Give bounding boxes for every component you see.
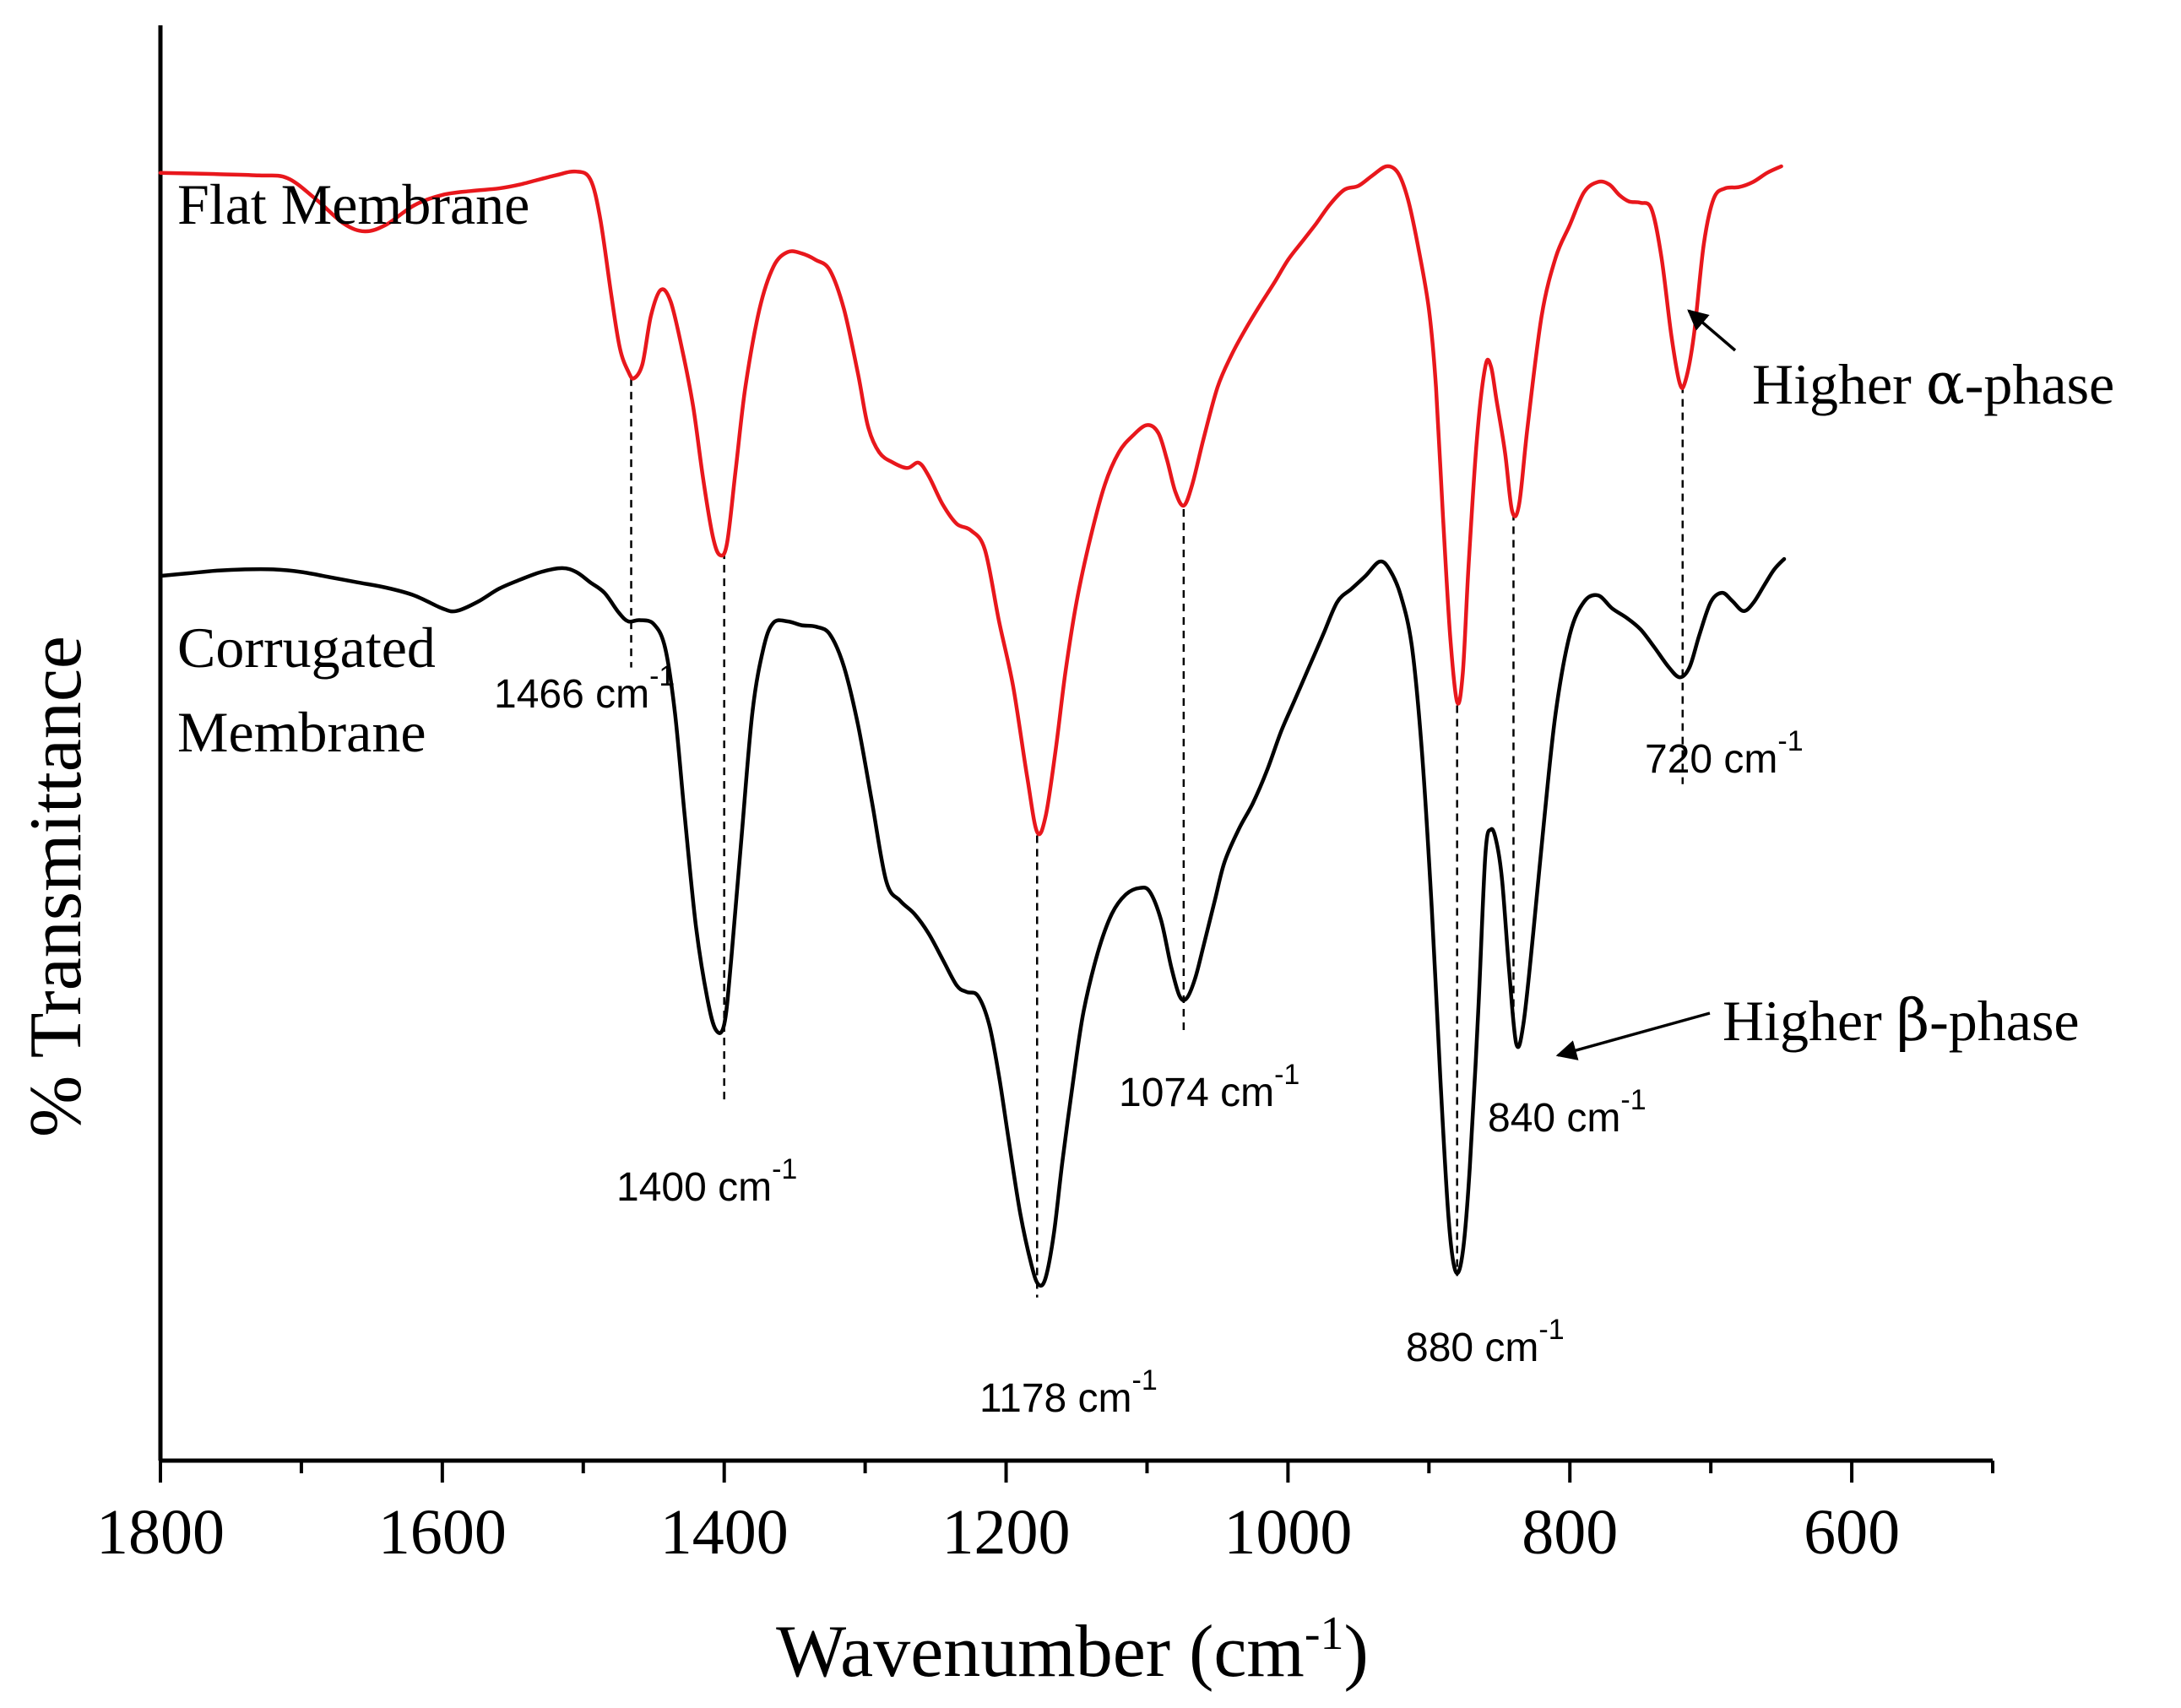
x-tick-label: 1400 — [660, 1497, 789, 1568]
peak-label: 1400 cm-1 — [616, 1153, 797, 1210]
peak-label: 880 cm-1 — [1406, 1314, 1565, 1370]
peak-label: 1178 cm-1 — [979, 1364, 1158, 1421]
peak-label: 720 cm-1 — [1645, 725, 1804, 782]
peak-label: 840 cm-1 — [1488, 1084, 1647, 1141]
x-tick-label: 1600 — [378, 1497, 507, 1568]
peak-label: 1466 cm-1 — [494, 660, 675, 717]
x-tick-label: 1800 — [96, 1497, 225, 1568]
alpha-phase-arrow — [1687, 309, 1737, 352]
x-tick-label: 600 — [1804, 1497, 1900, 1568]
x-tick-label: 1000 — [1223, 1497, 1352, 1568]
y-axis-title: % Transmittance — [15, 636, 97, 1137]
corrugated-membrane-line — [158, 556, 1787, 1288]
flat-membrane-label: Flat Membrane — [177, 172, 529, 236]
x-axis-title: Wavenumber (cm-1) — [776, 1608, 1369, 1693]
phase-annotations: Higher α-phase Higher β-phase — [1555, 309, 2114, 1060]
corrugated-membrane-label: Corrugated Membrane — [177, 615, 436, 764]
beta-phase-arrow — [1555, 1011, 1711, 1060]
spectra — [158, 164, 1787, 1288]
x-tick-label: 1200 — [942, 1497, 1071, 1568]
higher-beta-phase-label: Higher β-phase — [1723, 988, 2080, 1055]
peak-label: 1074 cm-1 — [1119, 1059, 1299, 1115]
x-tick-label: 800 — [1522, 1497, 1618, 1568]
series-labels: Flat Membrane Corrugated Membrane — [177, 172, 529, 764]
higher-alpha-phase-label: Higher α-phase — [1752, 351, 2114, 418]
peak-labels: 1466 cm-1 1400 cm-1 1178 cm-1 1074 cm-1 880 … — [494, 660, 1804, 1421]
axes: 1800 1600 1400 1200 1000 800 600 — [96, 25, 1994, 1568]
flat-membrane-line — [158, 164, 1783, 837]
